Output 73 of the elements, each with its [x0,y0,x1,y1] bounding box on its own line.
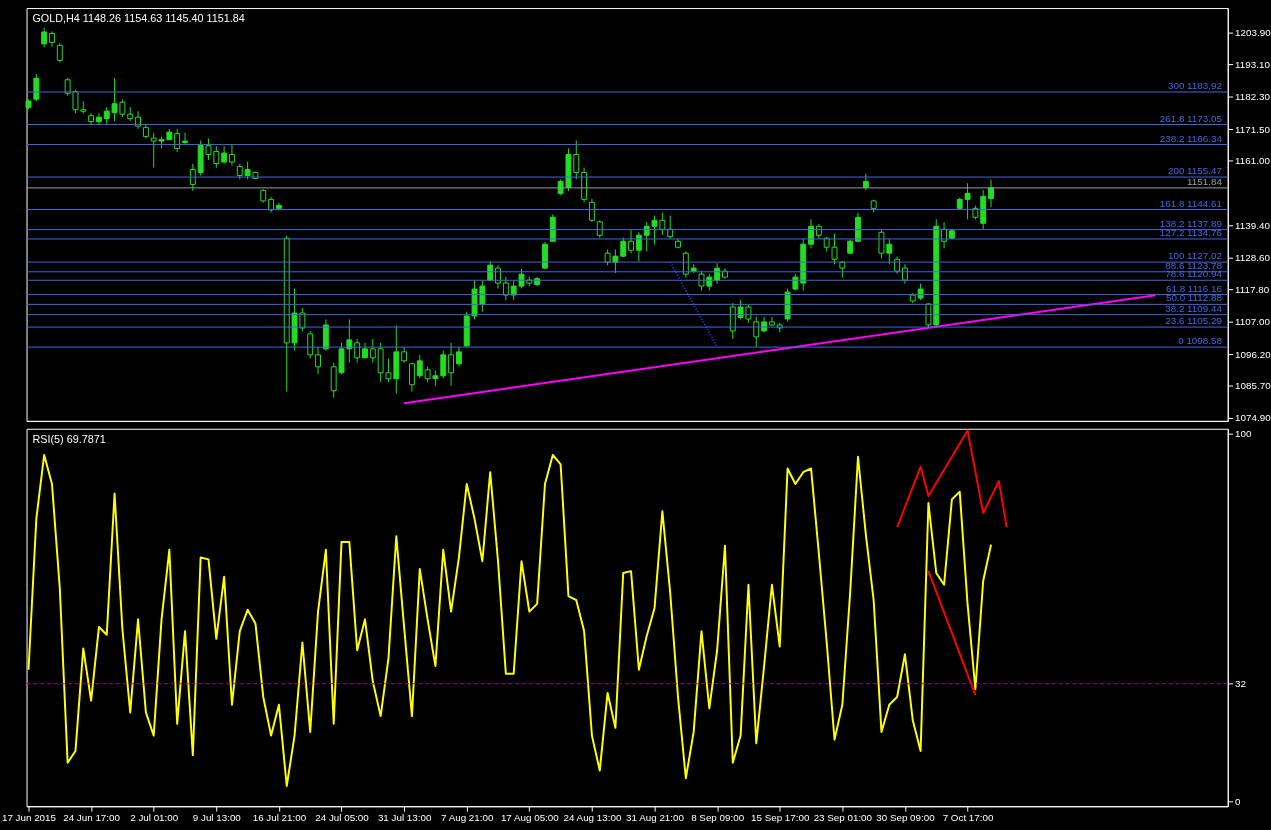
ref-line-label: 50.0 1112.88 [1166,292,1223,304]
candlestick [635,231,642,262]
y-tick-label: 1085.70 [1235,380,1271,392]
candlestick [542,241,548,270]
candlestick [409,362,415,393]
x-tick-label: 9 Jul 13:00 [192,812,242,824]
ref-line-label: 138.2 1137.89 [1159,217,1222,229]
y-tick-label: 1107.00 [1235,316,1271,328]
ref-line-label: 161.8 1144.61 [1159,197,1222,209]
ref-line-label: 300 1183.92 [1168,80,1222,92]
candlestick [729,302,736,340]
candlestick [229,143,235,167]
candlestick [95,112,102,126]
y-tick-label: 1203.90 [1235,26,1271,38]
ref-line-label: 238.2 1166.34 [1159,132,1223,144]
ref-line-label: 127.2 1134.76 [1159,227,1223,239]
ref-line-label: 61.8 1116.16 [1166,282,1223,294]
x-tick-label: 7 Aug 21:00 [441,812,494,824]
y-tick-label: 1171.50 [1235,123,1271,135]
x-tick-label: 24 Aug 13:00 [563,812,622,824]
y-tick-label: 1128.60 [1235,251,1271,263]
ref-line-label: 38.2 1109.44 [1165,302,1223,314]
candlestick [455,346,462,367]
x-tick-label: 30 Sep 09:00 [876,812,936,824]
candlestick [33,73,40,102]
y-tick-label: 1161.00 [1235,154,1271,166]
candlestick [307,330,314,359]
y-tick-label: 32 [1235,678,1247,690]
candlestick [588,198,595,223]
chart-title: GOLD,H4 1148.26 1154.63 1145.40 1151.84 [32,11,245,24]
candlestick [41,26,48,48]
x-tick-label: 8 Sep 09:00 [691,812,745,824]
candlestick [56,42,63,63]
x-tick-label: 17 Jun 2015 [1,812,57,824]
candlestick [628,229,634,254]
y-tick-label: 1096.20 [1235,348,1271,360]
x-tick-label: 31 Aug 21:00 [626,812,685,824]
y-tick-label: 1139.40 [1235,219,1271,231]
ref-line-label: 23.6 1105.29 [1165,315,1222,327]
candlestick [189,163,196,192]
ref-line-label: 1151.84 [1187,175,1223,187]
x-tick-label: 23 Sep 01:00 [813,812,873,824]
candlestick [502,276,509,301]
ref-line-label: 261.8 1173.05 [1159,112,1223,124]
candlestick [174,128,181,153]
y-tick-label: 0 [1235,795,1242,807]
candlestick [369,338,376,364]
candlestick [753,316,760,348]
chart-title: RSI(5) 69.7871 [32,432,106,445]
candlestick [135,110,141,130]
ref-line-label: 0 1098.58 [1178,335,1223,347]
y-tick-label: 100 [1235,427,1253,439]
x-tick-label: 15 Sep 17:00 [751,812,810,824]
x-tick-label: 17 Aug 05:00 [500,812,560,824]
candlestick [902,263,908,285]
y-tick-label: 1182.30 [1235,91,1271,103]
line-series [896,429,1008,529]
candlestick [448,342,455,387]
candlestick [182,132,188,145]
line-series [27,453,993,787]
ref-line-label: 100 1127.02 [1168,250,1222,262]
ref-line-label: 88.6 1123.78 [1165,259,1223,271]
y-tick-label: 1193.10 [1235,59,1271,70]
x-tick-label: 31 Jul 13:00 [377,812,432,824]
candlestick [315,346,321,375]
x-tick-label: 24 Jul 05:00 [315,812,370,824]
ref-line-label: 200 1155.47 [1168,165,1222,177]
x-tick-label: 2 Jul 01:00 [130,812,179,824]
x-tick-label: 16 Jul 21:00 [252,812,307,824]
x-tick-label: 24 Jun 17:00 [63,812,121,824]
y-tick-label: 1074.90 [1235,412,1271,424]
y-tick-label: 1117.80 [1235,284,1270,296]
x-tick-label: 7 Oct 17:00 [942,812,994,824]
